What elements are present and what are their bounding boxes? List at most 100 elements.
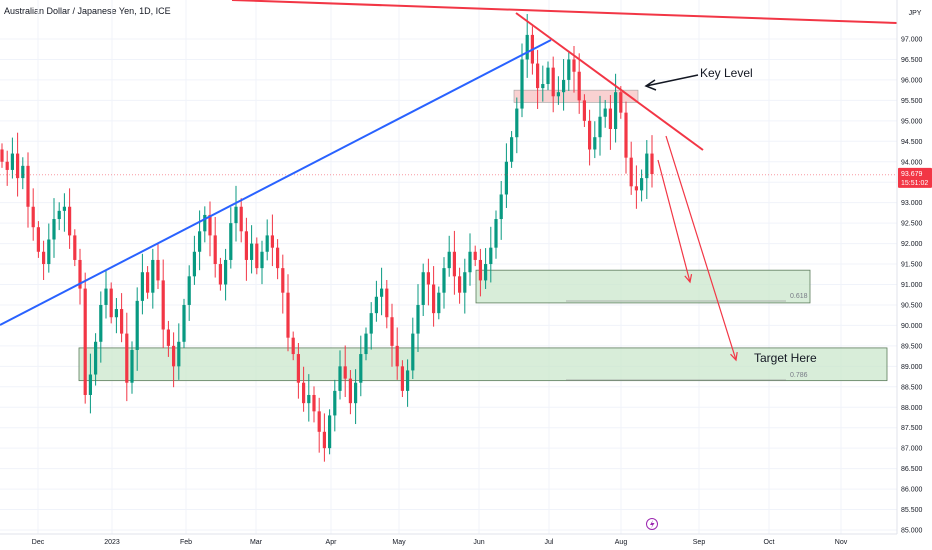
price-axis[interactable]: JPY 85.000 85.500 86.000 86.500 87.000 87.500 8… bbox=[896, 0, 932, 550]
candle-body bbox=[572, 59, 576, 72]
candle-body bbox=[166, 329, 170, 346]
candle-body bbox=[156, 259, 160, 281]
time-axis[interactable]: Dec 2023 Feb Mar Apr May Jun Jul Aug Sep Oct Nov bbox=[0, 518, 897, 547]
candle-body bbox=[47, 239, 51, 265]
candle-body bbox=[270, 235, 274, 248]
price-badge-bg bbox=[898, 167, 932, 188]
candle-body bbox=[244, 231, 248, 260]
time-tick-label: Oct bbox=[764, 539, 775, 546]
candle-body bbox=[442, 268, 446, 293]
candle-body bbox=[395, 345, 399, 367]
candle-body bbox=[146, 272, 150, 293]
candle-body bbox=[598, 116, 602, 138]
price-tick-label: 95.000 bbox=[901, 118, 923, 125]
candle-body bbox=[390, 317, 394, 346]
candle-body bbox=[536, 63, 540, 89]
price-tick-label: 92.000 bbox=[901, 241, 923, 248]
price-tick-label: 86.500 bbox=[901, 466, 923, 473]
candle-body bbox=[286, 292, 290, 338]
candle-body bbox=[447, 251, 451, 269]
candle-body bbox=[265, 235, 269, 252]
price-badge-value: 93.679 bbox=[901, 171, 923, 178]
candle-body bbox=[172, 345, 176, 367]
price-tick-label: 96.000 bbox=[901, 77, 923, 84]
candle-body bbox=[328, 415, 332, 449]
candle-body bbox=[369, 313, 373, 334]
price-tick-label: 87.000 bbox=[901, 446, 923, 453]
candle-body bbox=[239, 206, 243, 232]
trend-lines bbox=[0, 0, 898, 362]
pointer-head bbox=[644, 79, 657, 91]
candle-body bbox=[489, 247, 493, 265]
candle-body bbox=[21, 165, 25, 179]
candle-body bbox=[198, 231, 202, 252]
candle-body bbox=[619, 92, 623, 113]
candle-body bbox=[463, 272, 467, 293]
candle-body bbox=[317, 411, 321, 432]
candle-body bbox=[520, 59, 524, 109]
red-down-trendline bbox=[515, 12, 704, 151]
lightning-icon[interactable] bbox=[646, 518, 658, 530]
candle-body bbox=[400, 366, 404, 391]
candle-body bbox=[114, 309, 118, 318]
price-tick-label: 94.500 bbox=[901, 139, 923, 146]
candle-body bbox=[161, 280, 165, 330]
candle-body bbox=[551, 67, 555, 97]
candlestick-series bbox=[0, 14, 654, 462]
candle-body bbox=[83, 288, 87, 395]
candle-body bbox=[10, 153, 14, 170]
candle-body bbox=[177, 341, 181, 367]
candle-body bbox=[78, 259, 82, 289]
candle-body bbox=[577, 71, 581, 101]
candle-body bbox=[380, 288, 384, 297]
candle-body bbox=[224, 259, 228, 285]
candle-body bbox=[250, 243, 254, 260]
candle-body bbox=[94, 341, 98, 375]
candle-body bbox=[426, 272, 430, 285]
candle-body bbox=[109, 288, 113, 318]
candle-body bbox=[338, 366, 342, 391]
candle-body bbox=[614, 92, 618, 130]
projection-line bbox=[665, 135, 737, 361]
candle-body bbox=[99, 304, 103, 342]
candle-body bbox=[385, 288, 389, 318]
candle-body bbox=[0, 149, 4, 162]
candle-body bbox=[634, 186, 638, 191]
candle-body bbox=[5, 161, 9, 170]
candle-body bbox=[478, 259, 482, 281]
candle-body bbox=[567, 59, 571, 80]
time-tick-label: 2023 bbox=[104, 539, 120, 546]
candle-body bbox=[588, 120, 592, 150]
price-badge-countdown: 15:51:02 bbox=[901, 180, 928, 187]
candle-body bbox=[582, 100, 586, 121]
candle-body bbox=[187, 276, 191, 305]
key-level-arrow bbox=[644, 74, 699, 91]
candle-body bbox=[603, 108, 607, 117]
candle-body bbox=[546, 67, 550, 85]
candle-body bbox=[645, 153, 649, 179]
projection-arrow-2 bbox=[665, 135, 738, 362]
candle-body bbox=[203, 214, 207, 232]
candle-body bbox=[406, 370, 410, 391]
candle-body bbox=[348, 378, 352, 404]
candle-body bbox=[364, 333, 368, 355]
projection-arrow-1 bbox=[657, 159, 693, 284]
candle-body bbox=[104, 288, 108, 305]
candle-body bbox=[416, 304, 420, 334]
price-tick-label: 88.000 bbox=[901, 405, 923, 412]
time-tick-label: May bbox=[392, 539, 406, 546]
candle-body bbox=[359, 354, 363, 383]
price-badge: 93.679 15:51:02 bbox=[898, 167, 932, 188]
candle-body bbox=[151, 259, 155, 293]
candle-body bbox=[473, 251, 477, 260]
time-tick-label: Feb bbox=[180, 539, 192, 546]
candle-body bbox=[504, 161, 508, 195]
candle-body bbox=[556, 92, 560, 97]
candle-body bbox=[62, 206, 66, 211]
candle-body bbox=[510, 137, 514, 162]
red-top-trendline bbox=[231, 0, 898, 24]
candle-body bbox=[624, 112, 628, 158]
candle-body bbox=[281, 268, 285, 293]
candle-body bbox=[608, 108, 612, 130]
